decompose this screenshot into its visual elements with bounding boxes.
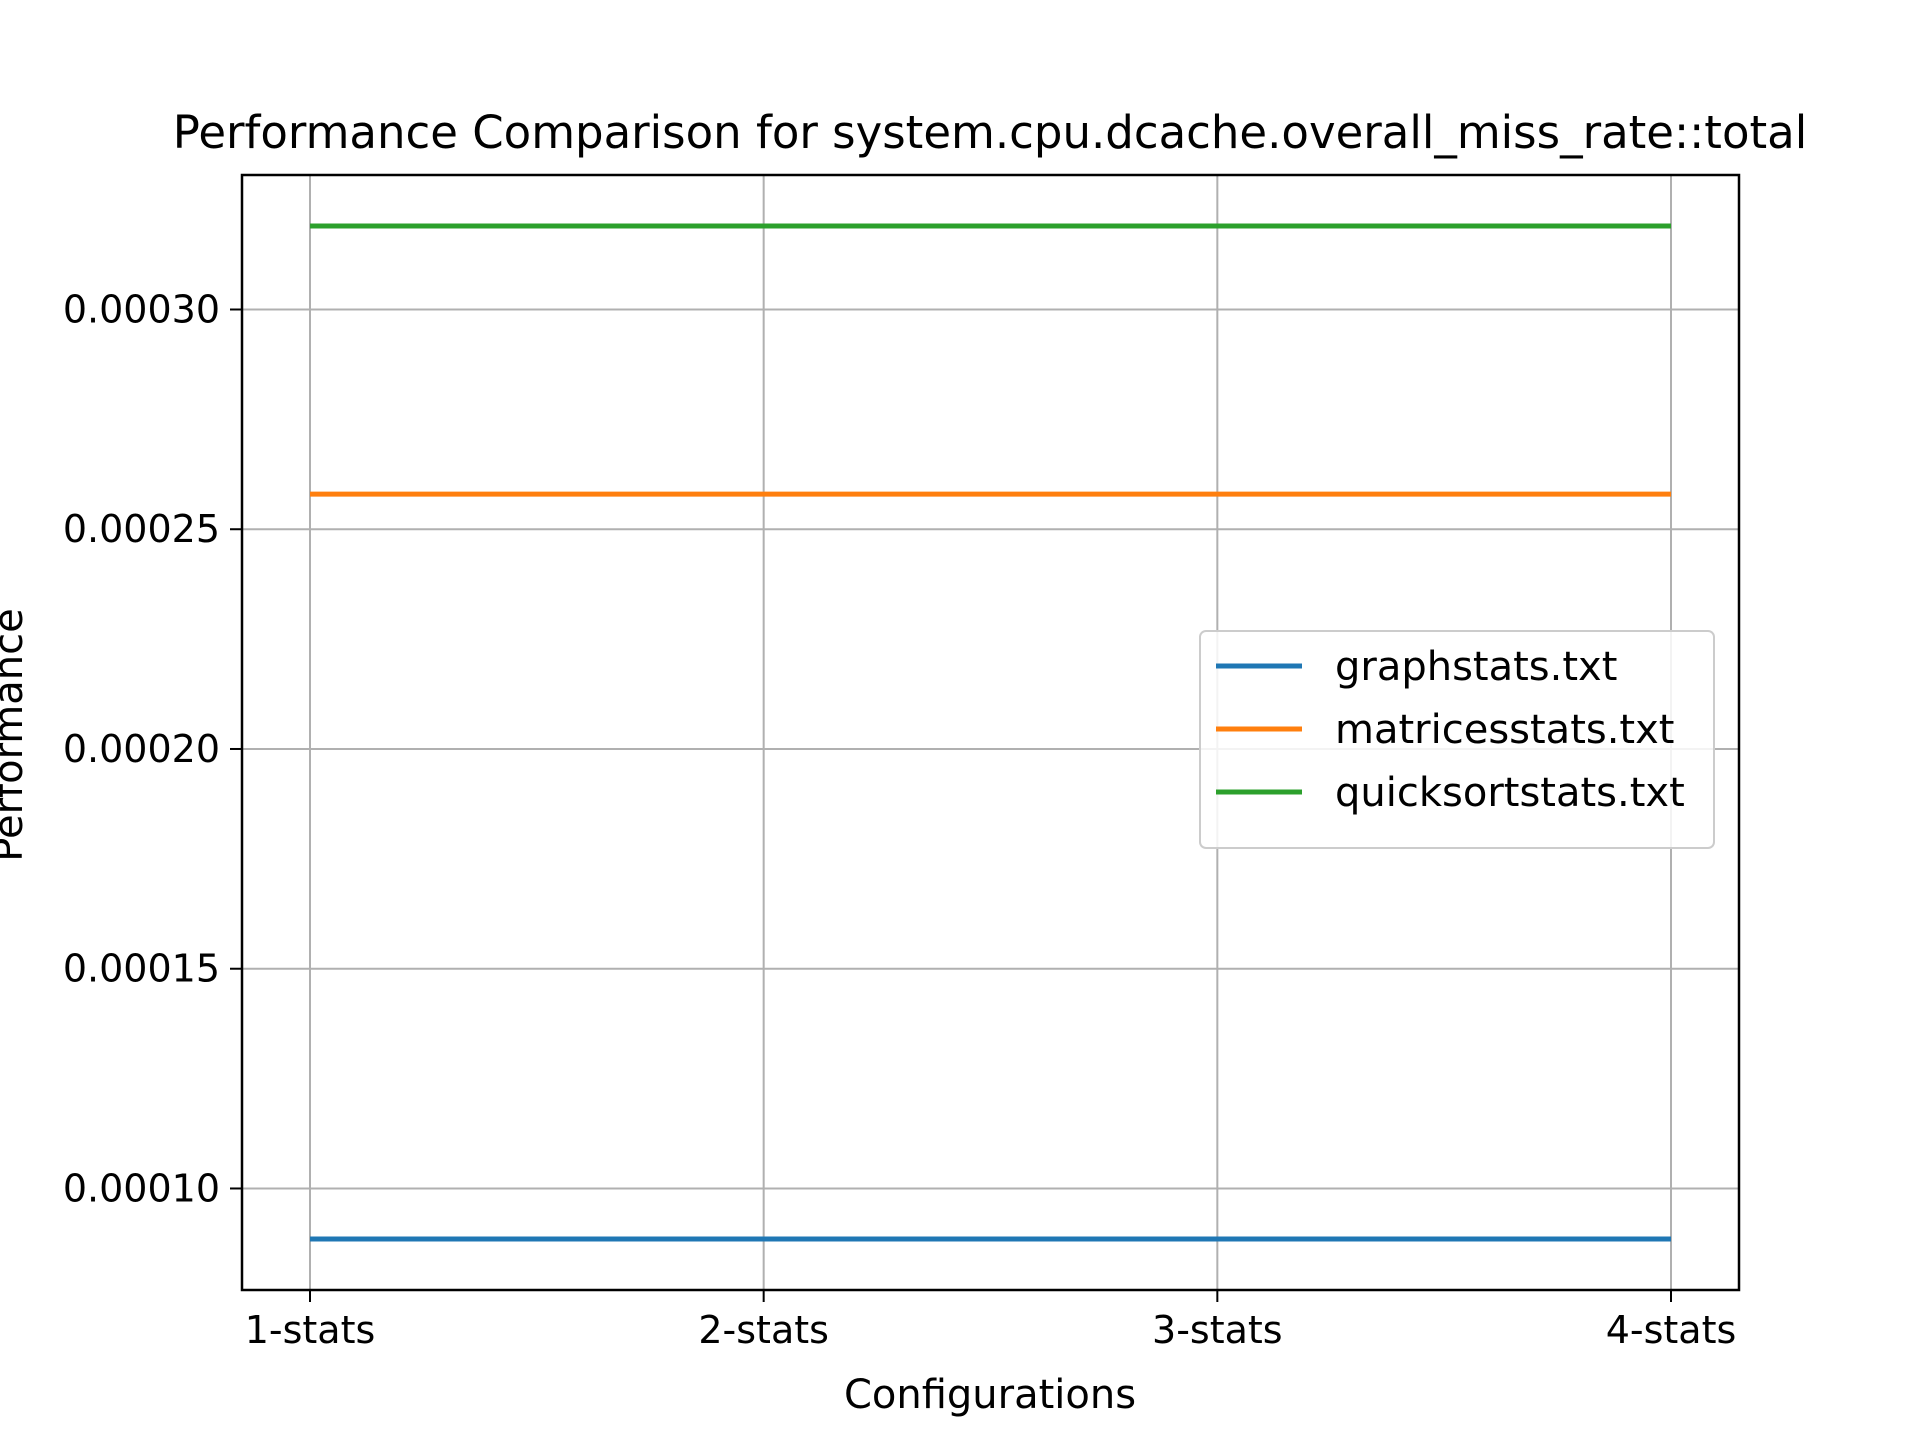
x-tick-label: 3-stats: [1152, 1308, 1283, 1352]
y-axis-label: Performance: [0, 608, 32, 861]
legend-label: graphstats.txt: [1335, 644, 1617, 690]
y-tick-label: 0.00030: [63, 287, 220, 331]
x-tick-label: 2-stats: [698, 1308, 829, 1352]
y-tick-label: 0.00020: [63, 727, 220, 771]
chart-title: Performance Comparison for system.cpu.dc…: [173, 106, 1807, 159]
y-axis: 0.00010 0.00015 0.00020 0.00025 0.00030: [63, 287, 242, 1210]
x-tick-label: 4-stats: [1606, 1308, 1737, 1352]
legend: graphstats.txt matricesstats.txt quicksort…: [1199, 630, 1715, 849]
series-lines: [310, 223, 1671, 1242]
plot-frame: [240, 173, 1741, 1292]
y-tick-label: 0.00010: [63, 1166, 220, 1210]
legend-label: quicksortstats.txt: [1335, 770, 1685, 816]
x-tick-label: 1-stats: [245, 1308, 376, 1352]
legend-label: matricesstats.txt: [1335, 707, 1674, 753]
legend-box: [1199, 630, 1715, 849]
y-tick-label: 0.00015: [63, 947, 220, 991]
x-axis-label: Configurations: [844, 1372, 1136, 1418]
y-tick-label: 0.00025: [63, 507, 220, 551]
x-axis: 1-stats 2-stats 3-stats 4-stats: [245, 1290, 1737, 1352]
